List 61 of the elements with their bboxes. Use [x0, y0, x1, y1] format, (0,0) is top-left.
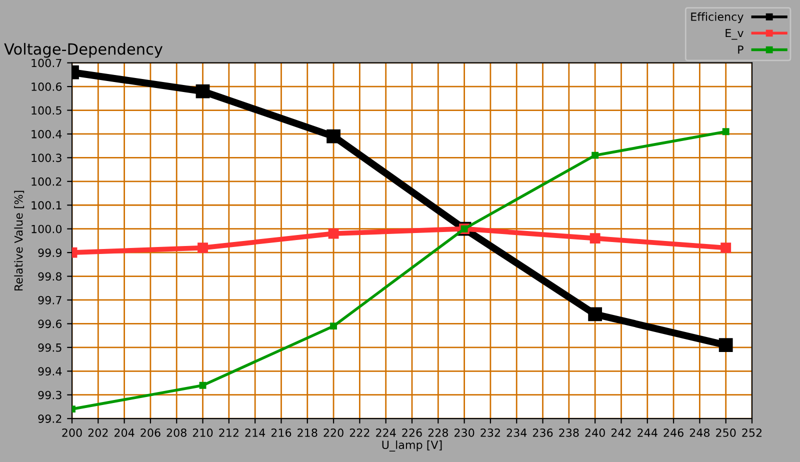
x-tick-label: 216: [271, 428, 292, 437]
y-tick-label: 99.9: [38, 248, 62, 257]
y-tick-label: 100.2: [32, 177, 62, 186]
point: [198, 242, 208, 254]
x-tick-label: 204: [114, 428, 134, 437]
y-tick-label: 100.6: [32, 82, 62, 91]
x-tick-label: 202: [88, 428, 108, 437]
x-tick-label: 232: [480, 428, 500, 437]
point: [722, 128, 730, 136]
x-tick-label: 242: [611, 428, 631, 437]
point: [588, 307, 602, 322]
point: [590, 233, 600, 244]
x-tick-label: 246: [664, 428, 684, 437]
legend-label: E_v: [726, 28, 744, 40]
point: [330, 322, 338, 330]
x-tick-label: 208: [166, 428, 186, 437]
y-tick-label: 99.7: [38, 296, 62, 304]
y-tick-label: 99.8: [38, 272, 62, 281]
x-tick-label: 252: [742, 428, 762, 437]
point: [196, 84, 210, 98]
x-tick-label: 210: [192, 428, 213, 437]
point: [720, 242, 732, 254]
y-tick-label: 99.2: [38, 414, 62, 423]
x-tick-label: 200: [62, 428, 82, 437]
y-tick-label: 100.3: [32, 154, 62, 162]
x-tick-label: 214: [245, 428, 266, 437]
x-tick-label: 222: [350, 428, 370, 437]
x-tick-label: 248: [690, 428, 710, 437]
y-axis-title: Relative Value [%]: [14, 190, 24, 290]
x-tick-label: 228: [428, 428, 448, 437]
legend-label: P: [738, 46, 744, 54]
point: [592, 152, 599, 159]
y-tick-label: 99.3: [38, 390, 62, 400]
y-tick-label: 100.0: [32, 224, 62, 234]
x-tick-label: 234: [506, 428, 527, 437]
y-tick-label: 100.7: [32, 58, 62, 68]
point: [718, 338, 733, 352]
point: [328, 228, 339, 239]
x-axis-title: U_lamp [V]: [382, 440, 442, 452]
y-tick-label: 100.1: [32, 201, 62, 210]
x-tick-label: 240: [585, 428, 605, 437]
point: [326, 129, 340, 144]
y-tick-label: 99.4: [38, 367, 62, 376]
legend-label: Efficiency: [691, 12, 744, 24]
point: [199, 382, 206, 389]
x-tick-label: 236: [532, 428, 553, 437]
x-tick-label: 212: [219, 428, 238, 437]
x-tick-label: 238: [559, 428, 579, 437]
x-tick-label: 250: [716, 428, 736, 437]
x-tick-label: 224: [376, 428, 396, 437]
y-tick-label: 100.5: [32, 106, 62, 115]
y-tick-label: 99.5: [38, 343, 62, 352]
y-tick-label: 99.6: [38, 320, 62, 328]
x-tick-label: 206: [140, 428, 160, 437]
y-tick-label: 100.4: [32, 130, 62, 138]
x-tick-label: 230: [454, 428, 474, 437]
x-tick-label: 220: [324, 428, 344, 437]
x-tick-label: 218: [298, 428, 318, 437]
chart-title: Voltage-Dependency: [4, 42, 163, 58]
x-tick-label: 226: [402, 428, 422, 437]
x-tick-label: 244: [638, 428, 658, 437]
